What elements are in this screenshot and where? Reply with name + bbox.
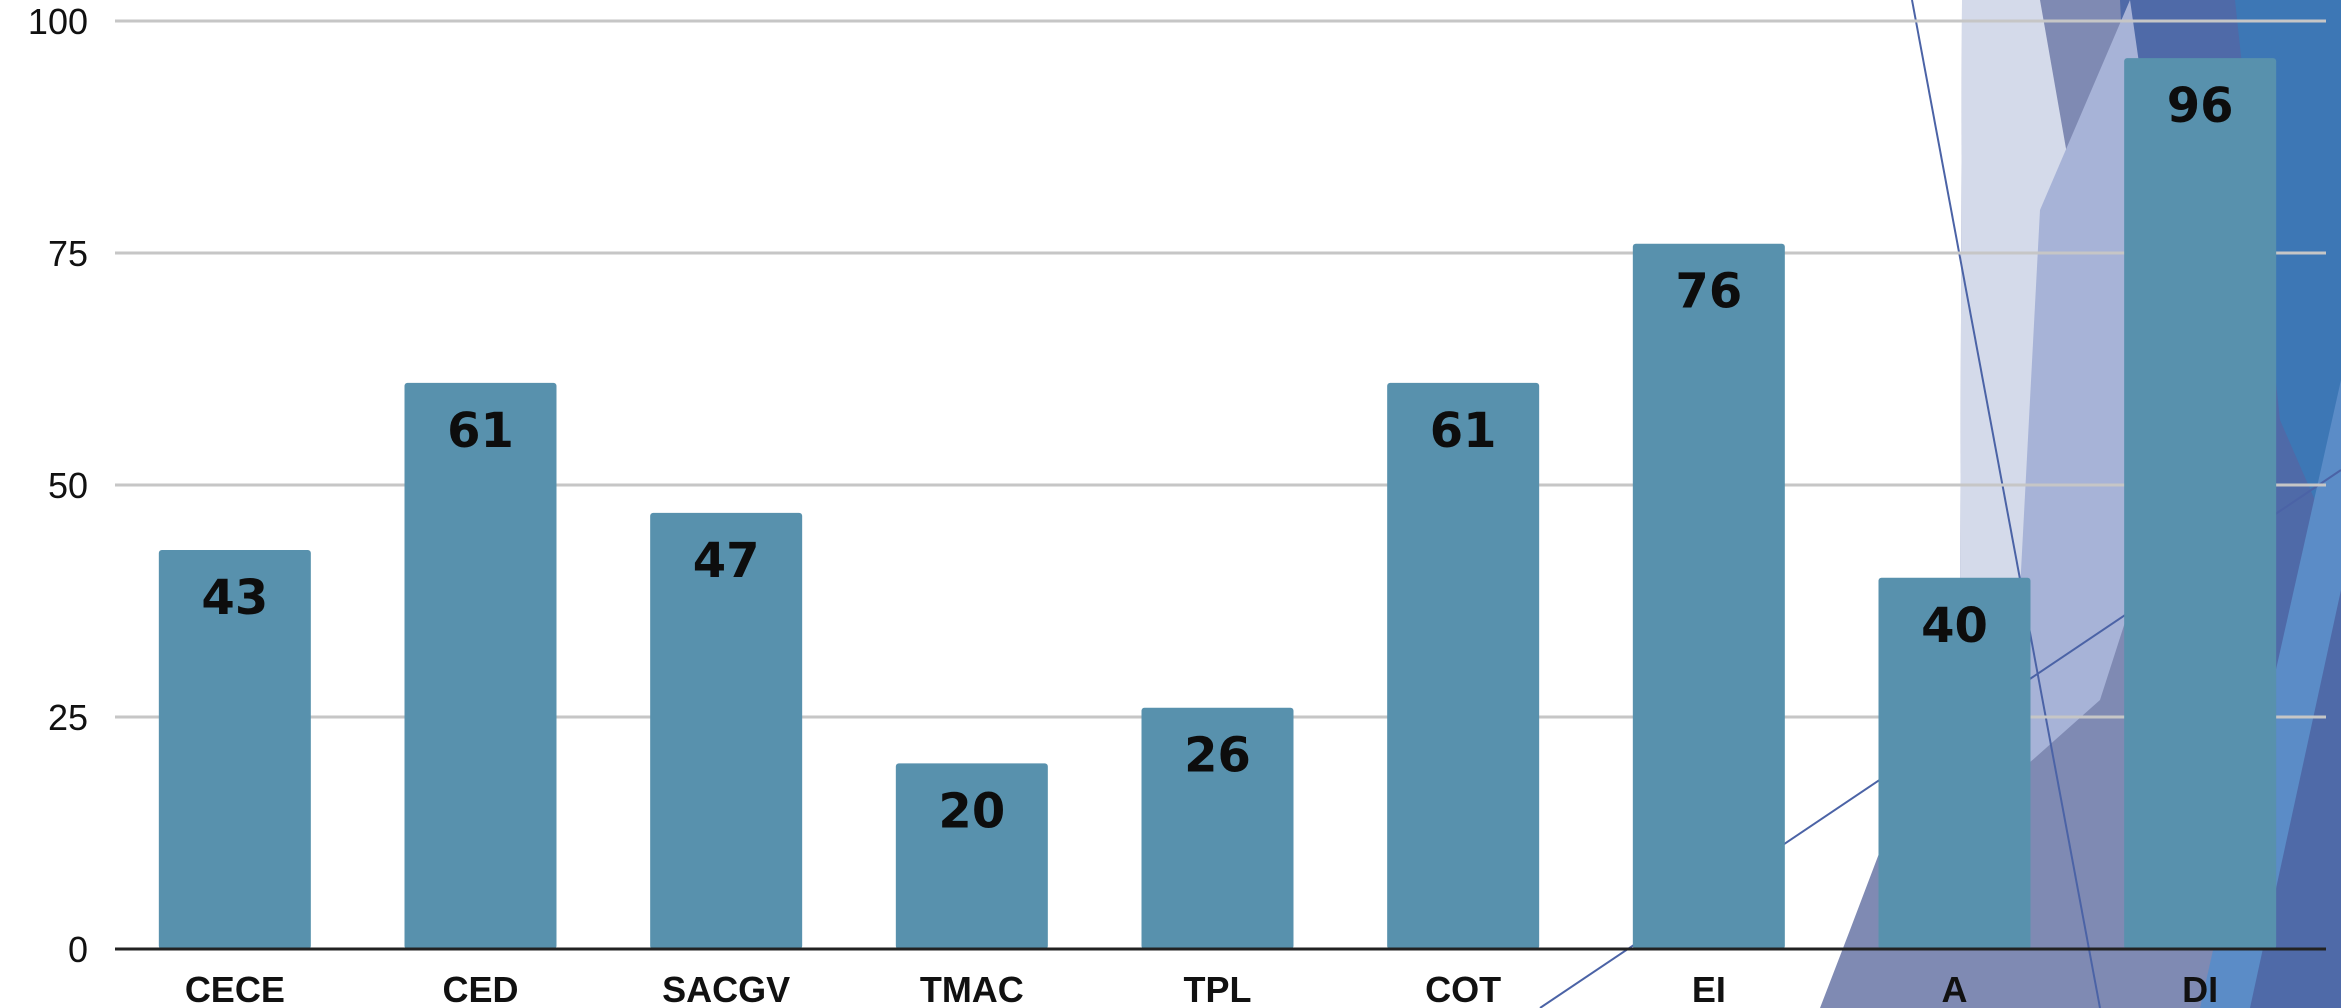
- x-category-label: EI: [1692, 969, 1726, 1008]
- bar: [1632, 243, 1785, 950]
- data-label: 61: [447, 403, 514, 459]
- data-label: 40: [1921, 598, 1988, 654]
- x-axis: CECE CED SACGV TMAC TPL COT EI A DI: [115, 947, 2326, 1008]
- x-category-label: SACGV: [662, 969, 790, 1008]
- x-category-label: CECE: [185, 969, 285, 1008]
- bar: [650, 512, 803, 949]
- y-tick-label: 25: [48, 697, 88, 738]
- data-label: 76: [1675, 264, 1742, 320]
- bar: [1878, 577, 2031, 949]
- bar: [158, 549, 311, 949]
- y-axis-tick-labels: 0 25 50 75 100: [28, 1, 88, 970]
- bar: [1387, 382, 1540, 949]
- x-category-label: DI: [2182, 969, 2218, 1008]
- data-label: 96: [2167, 78, 2234, 134]
- decor-line: [1911, 0, 2101, 1008]
- bars: [158, 58, 2277, 950]
- data-label: 43: [201, 570, 268, 626]
- x-category-label: A: [1942, 969, 1968, 1008]
- data-labels: 43 61 47 20 26 61 76 40 96: [201, 78, 2233, 839]
- bar: [1141, 707, 1294, 949]
- bar: [2124, 58, 2277, 950]
- x-category-label: TMAC: [920, 969, 1024, 1008]
- bar: [404, 382, 557, 949]
- x-category-label: COT: [1425, 969, 1501, 1008]
- y-tick-label: 0: [68, 929, 88, 970]
- y-tick-label: 75: [48, 233, 88, 274]
- data-label: 20: [938, 783, 1005, 839]
- x-category-label: CED: [442, 969, 518, 1008]
- data-label: 26: [1184, 728, 1251, 784]
- x-category-label: TPL: [1184, 969, 1252, 1008]
- bar: [895, 763, 1048, 949]
- data-label: 61: [1430, 403, 1497, 459]
- data-label: 47: [693, 533, 760, 589]
- y-tick-label: 50: [48, 465, 88, 506]
- y-tick-label: 100: [28, 1, 88, 42]
